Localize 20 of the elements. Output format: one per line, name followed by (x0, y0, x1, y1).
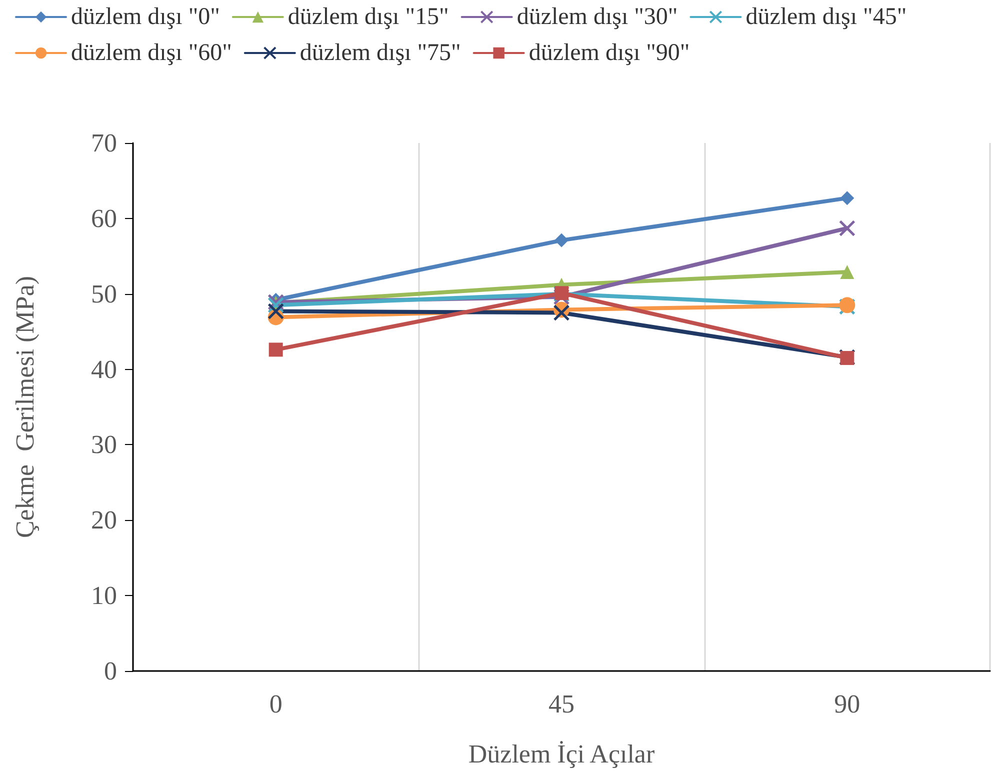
y-tick-label: 70 (91, 128, 117, 158)
y-tick-label: 60 (91, 204, 117, 233)
legend-label: düzlem dışı "45" (746, 4, 907, 30)
legend-label: düzlem dışı "75" (300, 40, 461, 66)
y-tick-label: 10 (91, 581, 117, 610)
legend-label: düzlem dışı "0" (71, 4, 220, 30)
x-tick-label: 0 (269, 690, 282, 718)
y-axis-title: Çekme Gerilmesi (MPa) (10, 276, 40, 538)
legend-label: düzlem dışı "60" (71, 40, 232, 66)
legend-label: düzlem dışı "90" (528, 40, 690, 66)
legend-label: düzlem dışı "15" (288, 4, 449, 30)
y-tick-label: 40 (91, 354, 117, 384)
y-tick-label: 0 (104, 656, 117, 686)
legend-label: düzlem dışı "30" (516, 4, 678, 30)
x-tick-label: 90 (834, 690, 860, 718)
x-axis-title: Düzlem İçi Açılar (468, 740, 655, 768)
x-tick-label: 45 (548, 690, 574, 718)
y-tick-label: 30 (91, 430, 117, 460)
y-tick-label: 50 (91, 279, 117, 308)
y-tick-label: 20 (91, 506, 117, 535)
